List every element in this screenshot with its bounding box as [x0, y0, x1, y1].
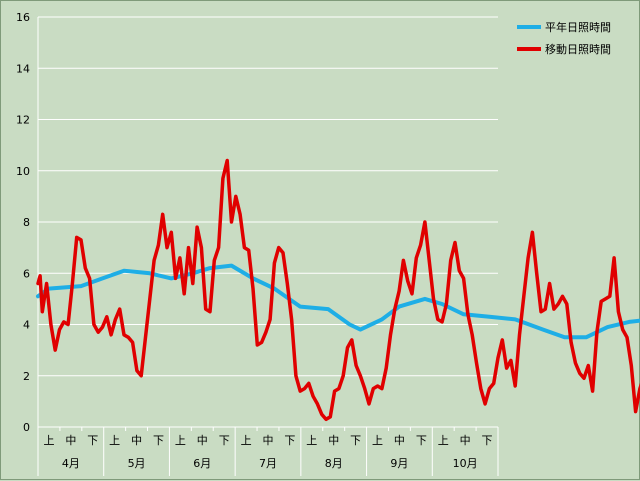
x-tick-label: 下	[416, 434, 427, 447]
x-tick-label: 下	[350, 434, 361, 447]
x-tick-label: 上	[438, 434, 449, 447]
month-label: 5月	[128, 457, 146, 470]
month-label: 10月	[453, 457, 478, 470]
x-tick-label: 中	[65, 434, 76, 447]
month-label: 6月	[193, 457, 211, 470]
legend-label-normal: 平年日照時間	[545, 20, 611, 34]
x-tick-label: 中	[394, 434, 405, 447]
x-tick-label: 下	[87, 434, 98, 447]
series-lines	[36, 158, 640, 422]
x-tick-label: 上	[109, 434, 120, 447]
x-tick-label: 中	[197, 434, 208, 447]
y-tick-label: 10	[16, 165, 30, 178]
x-tick-label: 下	[153, 434, 164, 447]
legend: 平年日照時間 移動日照時間	[517, 20, 611, 56]
x-tick-label: 上	[241, 434, 252, 447]
month-label: 8月	[325, 457, 343, 470]
x-tick-label: 下	[482, 434, 493, 447]
y-tick-label: 16	[16, 11, 30, 24]
series-line-moving	[36, 158, 640, 422]
x-axis: 上中下4月上中下5月上中下6月上中下7月上中下8月上中下9月上中下10月	[37, 426, 499, 476]
x-tick-label: 上	[306, 434, 317, 447]
y-tick-label: 12	[16, 114, 30, 127]
y-tick-label: 2	[23, 370, 30, 383]
x-tick-label: 上	[175, 434, 186, 447]
x-tick-label: 上	[43, 434, 54, 447]
x-tick-label: 中	[263, 434, 274, 447]
month-label: 7月	[259, 457, 277, 470]
y-tick-label: 8	[23, 216, 30, 229]
x-tick-label: 中	[328, 434, 339, 447]
y-tick-label: 6	[23, 267, 30, 280]
month-label: 9月	[390, 457, 408, 470]
x-tick-label: 中	[460, 434, 471, 447]
y-axis: 0 2 4 6 8 10 12 14 16	[16, 11, 39, 434]
legend-label-moving: 移動日照時間	[545, 42, 611, 56]
x-tick-label: 下	[219, 434, 230, 447]
month-label: 4月	[62, 457, 80, 470]
y-tick-label: 14	[16, 62, 30, 75]
x-tick-label: 中	[131, 434, 142, 447]
y-tick-label: 4	[23, 319, 30, 332]
y-tick-label: 0	[23, 421, 30, 434]
x-tick-label: 上	[372, 434, 383, 447]
x-tick-label: 下	[284, 434, 295, 447]
